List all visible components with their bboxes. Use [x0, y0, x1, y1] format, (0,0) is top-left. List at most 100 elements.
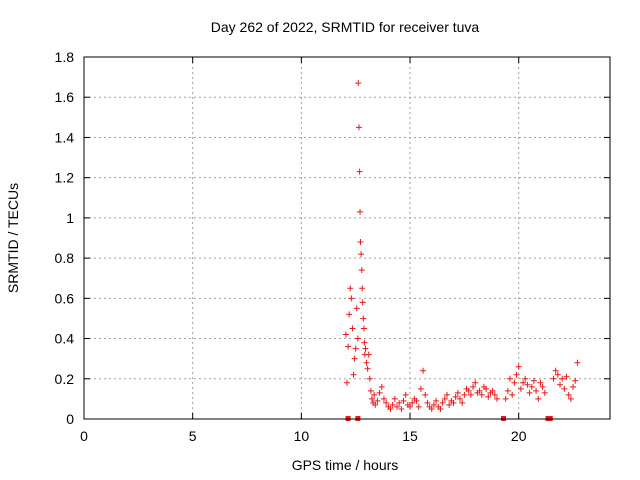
data-point — [353, 305, 360, 312]
data-point — [428, 405, 435, 412]
data-point — [344, 379, 350, 386]
data-point — [561, 385, 568, 392]
data-point — [351, 355, 358, 362]
data-point — [502, 395, 509, 402]
chart-title: Day 262 of 2022, SRMTID for receiver tuv… — [211, 19, 480, 35]
y-tick-label: 1.4 — [55, 129, 75, 145]
data-point — [361, 339, 368, 346]
data-point — [535, 395, 542, 402]
data-point — [383, 399, 390, 406]
y-tick-label: 0.4 — [55, 331, 75, 347]
data-point — [376, 389, 383, 396]
data-point — [483, 385, 490, 392]
data-point — [446, 401, 453, 408]
data-point — [563, 373, 570, 380]
data-point — [491, 391, 498, 398]
data-point — [349, 325, 356, 332]
data-point — [380, 395, 387, 402]
data-point — [415, 403, 422, 410]
data-point — [413, 397, 420, 404]
data-point — [574, 359, 581, 366]
data-point — [539, 383, 546, 390]
data-point — [366, 375, 373, 382]
data-point — [452, 393, 459, 400]
data-point — [355, 124, 362, 131]
data-point — [345, 343, 352, 350]
data-point — [417, 385, 424, 392]
data-point — [537, 379, 544, 386]
data-point — [367, 387, 374, 394]
data-point — [358, 267, 365, 274]
data-point — [526, 389, 533, 396]
data-point — [342, 331, 349, 338]
data-point — [513, 371, 520, 378]
data-point — [402, 391, 409, 398]
data-point — [524, 381, 531, 388]
data-point — [476, 387, 483, 394]
data-point — [552, 367, 559, 374]
data-point — [368, 395, 375, 402]
data-point — [454, 389, 461, 396]
data-point — [396, 399, 403, 406]
data-point — [489, 387, 496, 394]
data-point — [407, 403, 414, 410]
data-point — [439, 399, 446, 406]
data-point — [550, 375, 557, 382]
data-point — [363, 359, 370, 366]
data-point — [387, 405, 394, 412]
data-point — [359, 285, 366, 292]
data-point — [567, 395, 574, 402]
data-point — [365, 351, 372, 358]
data-point — [507, 375, 514, 382]
data-point — [557, 381, 564, 388]
data-point — [359, 299, 366, 306]
data-point — [398, 405, 405, 412]
data-point — [485, 393, 492, 400]
y-tick-label: 1 — [66, 210, 74, 226]
data-point — [350, 371, 357, 378]
data-point — [346, 311, 353, 318]
x-axis-label: GPS time / hours — [292, 457, 399, 473]
data-point — [360, 325, 367, 332]
x-tick-label: 20 — [511, 428, 527, 444]
data-point — [374, 397, 381, 404]
data-point — [470, 383, 477, 390]
data-point — [478, 391, 485, 398]
data-point — [450, 399, 457, 406]
data-point — [565, 391, 572, 398]
data-point — [420, 367, 427, 374]
data-point — [356, 168, 363, 175]
data-point — [437, 405, 444, 412]
data-point — [522, 375, 529, 382]
data-point — [559, 375, 566, 382]
x-tick-label: 10 — [294, 428, 310, 444]
x-tick-label: 0 — [80, 428, 88, 444]
data-point — [371, 391, 378, 398]
ticks-layer: 0 0.2 0.4 0.6 0.8 1 1.2 1.4 1.6 1.8 0 5 10 15 20 — [55, 49, 610, 444]
data-point — [570, 383, 577, 390]
data-point — [459, 399, 466, 406]
data-point — [391, 395, 398, 402]
data-point — [347, 285, 354, 292]
y-tick-label: 1.6 — [55, 89, 75, 105]
data-point — [389, 401, 396, 408]
data-point — [530, 377, 537, 384]
data-point — [493, 395, 500, 402]
data-point — [509, 391, 516, 398]
data-point — [443, 391, 450, 398]
data-point — [360, 315, 367, 322]
data-point — [430, 401, 437, 408]
grid-layer — [84, 57, 610, 419]
data-point — [348, 295, 355, 302]
data-point — [528, 383, 535, 390]
data-point — [554, 371, 561, 378]
data-point — [441, 395, 448, 402]
data-point — [354, 335, 361, 342]
y-tick-label: 0 — [66, 411, 74, 427]
data-point — [517, 385, 524, 392]
data-points-layer — [342, 80, 581, 412]
data-point — [358, 251, 365, 258]
x-tick-label: 5 — [189, 428, 197, 444]
data-point — [541, 389, 548, 396]
